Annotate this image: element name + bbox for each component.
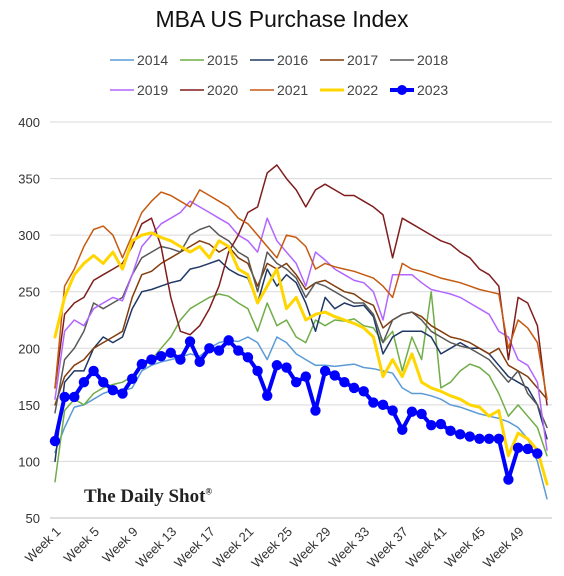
point-2023-week-28 (310, 405, 321, 416)
point-2023-week-48 (503, 474, 514, 485)
point-2023-week-44 (464, 431, 476, 442)
point-2023-week-12 (155, 351, 167, 362)
series-line-2023 (53, 338, 540, 482)
point-2023-week-4 (78, 377, 90, 388)
point-2023-week-16 (194, 356, 205, 368)
legend-label-2019: 2019 (137, 82, 168, 98)
legend-label-2022: 2022 (347, 82, 378, 98)
point-2023-week-14 (175, 354, 186, 365)
point-2023-week-36 (387, 405, 398, 416)
x-tick-label-week-45: Week 45 (441, 524, 488, 571)
point-2023-week-25 (281, 362, 292, 373)
point-2023-week-46 (483, 433, 495, 444)
point-2023-week-1 (49, 435, 61, 447)
point-2023-week-47 (493, 433, 504, 444)
point-2023-week-17 (204, 343, 215, 354)
series-line-2018 (54, 225, 548, 429)
point-2023-week-42 (445, 425, 456, 437)
y-tick-label-300: 300 (18, 228, 40, 243)
point-2023-week-41 (435, 418, 447, 430)
point-2023-week-38 (406, 406, 418, 417)
legend-label-2023: 2023 (417, 82, 448, 98)
x-tick-label-week-25: Week 25 (248, 524, 295, 571)
point-2023-week-35 (377, 399, 389, 411)
point-2023-week-43 (454, 429, 466, 440)
point-2023-week-2 (59, 391, 70, 403)
x-tick-label-week-1: Week 1 (22, 524, 64, 566)
point-2023-week-51 (532, 448, 543, 459)
point-2023-week-8 (117, 388, 128, 399)
point-2023-week-23 (262, 390, 273, 402)
watermark-text: The Daily Shot (84, 486, 206, 507)
point-2023-week-21 (242, 352, 254, 363)
point-2023-week-3 (69, 391, 80, 403)
registered-mark: ® (205, 486, 213, 497)
legend-label-2014: 2014 (137, 52, 168, 68)
legend-label-2017: 2017 (347, 52, 378, 68)
y-tick-label-400: 400 (18, 115, 40, 130)
point-2023-week-34 (368, 397, 379, 408)
series-line-2022 (53, 231, 549, 486)
point-2023-week-19 (223, 335, 234, 346)
y-tick-label-150: 150 (18, 398, 40, 413)
legend-label-2018: 2018 (417, 52, 448, 68)
point-2023-week-40 (426, 420, 437, 431)
point-2023-week-22 (252, 365, 263, 377)
x-tick-label-week-29: Week 29 (287, 524, 334, 571)
series-line-2016 (54, 259, 548, 463)
point-2023-week-30 (329, 370, 340, 381)
legend-label-2020: 2020 (207, 82, 238, 98)
point-2023-week-15 (184, 336, 196, 347)
point-2023-week-50 (522, 443, 533, 455)
x-tick-label-week-33: Week 33 (326, 524, 373, 571)
point-2023-week-6 (98, 377, 109, 388)
point-2023-week-10 (136, 358, 148, 370)
point-2023-week-9 (126, 373, 138, 385)
point-2023-week-45 (474, 433, 485, 444)
legend-marker-2023 (397, 85, 407, 95)
point-2023-week-26 (290, 377, 302, 388)
x-tick-label-week-21: Week 21 (210, 524, 257, 571)
point-2023-week-24 (271, 360, 283, 371)
x-tick-label-week-37: Week 37 (364, 524, 411, 571)
x-tick-label-week-17: Week 17 (171, 524, 218, 571)
point-2023-week-13 (165, 347, 176, 359)
x-tick-label-week-41: Week 41 (403, 524, 450, 571)
legend-label-2021: 2021 (277, 82, 308, 98)
point-2023-week-11 (146, 354, 157, 365)
chart-title: MBA US Purchase Index (155, 6, 409, 32)
series-line-2014 (54, 336, 548, 500)
point-2023-week-29 (319, 365, 331, 377)
y-tick-label-250: 250 (18, 285, 40, 300)
x-tick-label-week-13: Week 13 (133, 524, 180, 571)
x-tick-label-week-5: Week 5 (61, 524, 103, 566)
point-2023-week-37 (397, 424, 408, 435)
y-tick-label-350: 350 (18, 172, 40, 187)
point-2023-week-49 (512, 442, 524, 454)
legend-label-2016: 2016 (277, 52, 308, 68)
y-tick-label-50: 50 (26, 511, 40, 526)
y-tick-label-200: 200 (18, 341, 40, 356)
series-line-2020 (54, 164, 548, 406)
legend-label-2015: 2015 (207, 52, 238, 68)
point-2023-week-31 (339, 377, 350, 388)
point-2023-week-33 (358, 386, 369, 397)
series-line-2019 (54, 200, 548, 451)
point-2023-week-32 (348, 382, 360, 394)
x-tick-label-week-49: Week 49 (480, 524, 527, 571)
point-2023-week-7 (107, 384, 119, 396)
point-2023-week-27 (300, 371, 312, 382)
series-line-2021 (54, 189, 548, 400)
point-2023-week-5 (88, 365, 99, 377)
watermark-logo: The Daily Shot® (84, 486, 212, 508)
point-2023-week-18 (213, 345, 225, 356)
point-2023-week-39 (416, 408, 427, 420)
point-2023-week-20 (233, 345, 244, 356)
series-line-2017 (54, 240, 548, 406)
y-tick-label-100: 100 (18, 454, 40, 469)
